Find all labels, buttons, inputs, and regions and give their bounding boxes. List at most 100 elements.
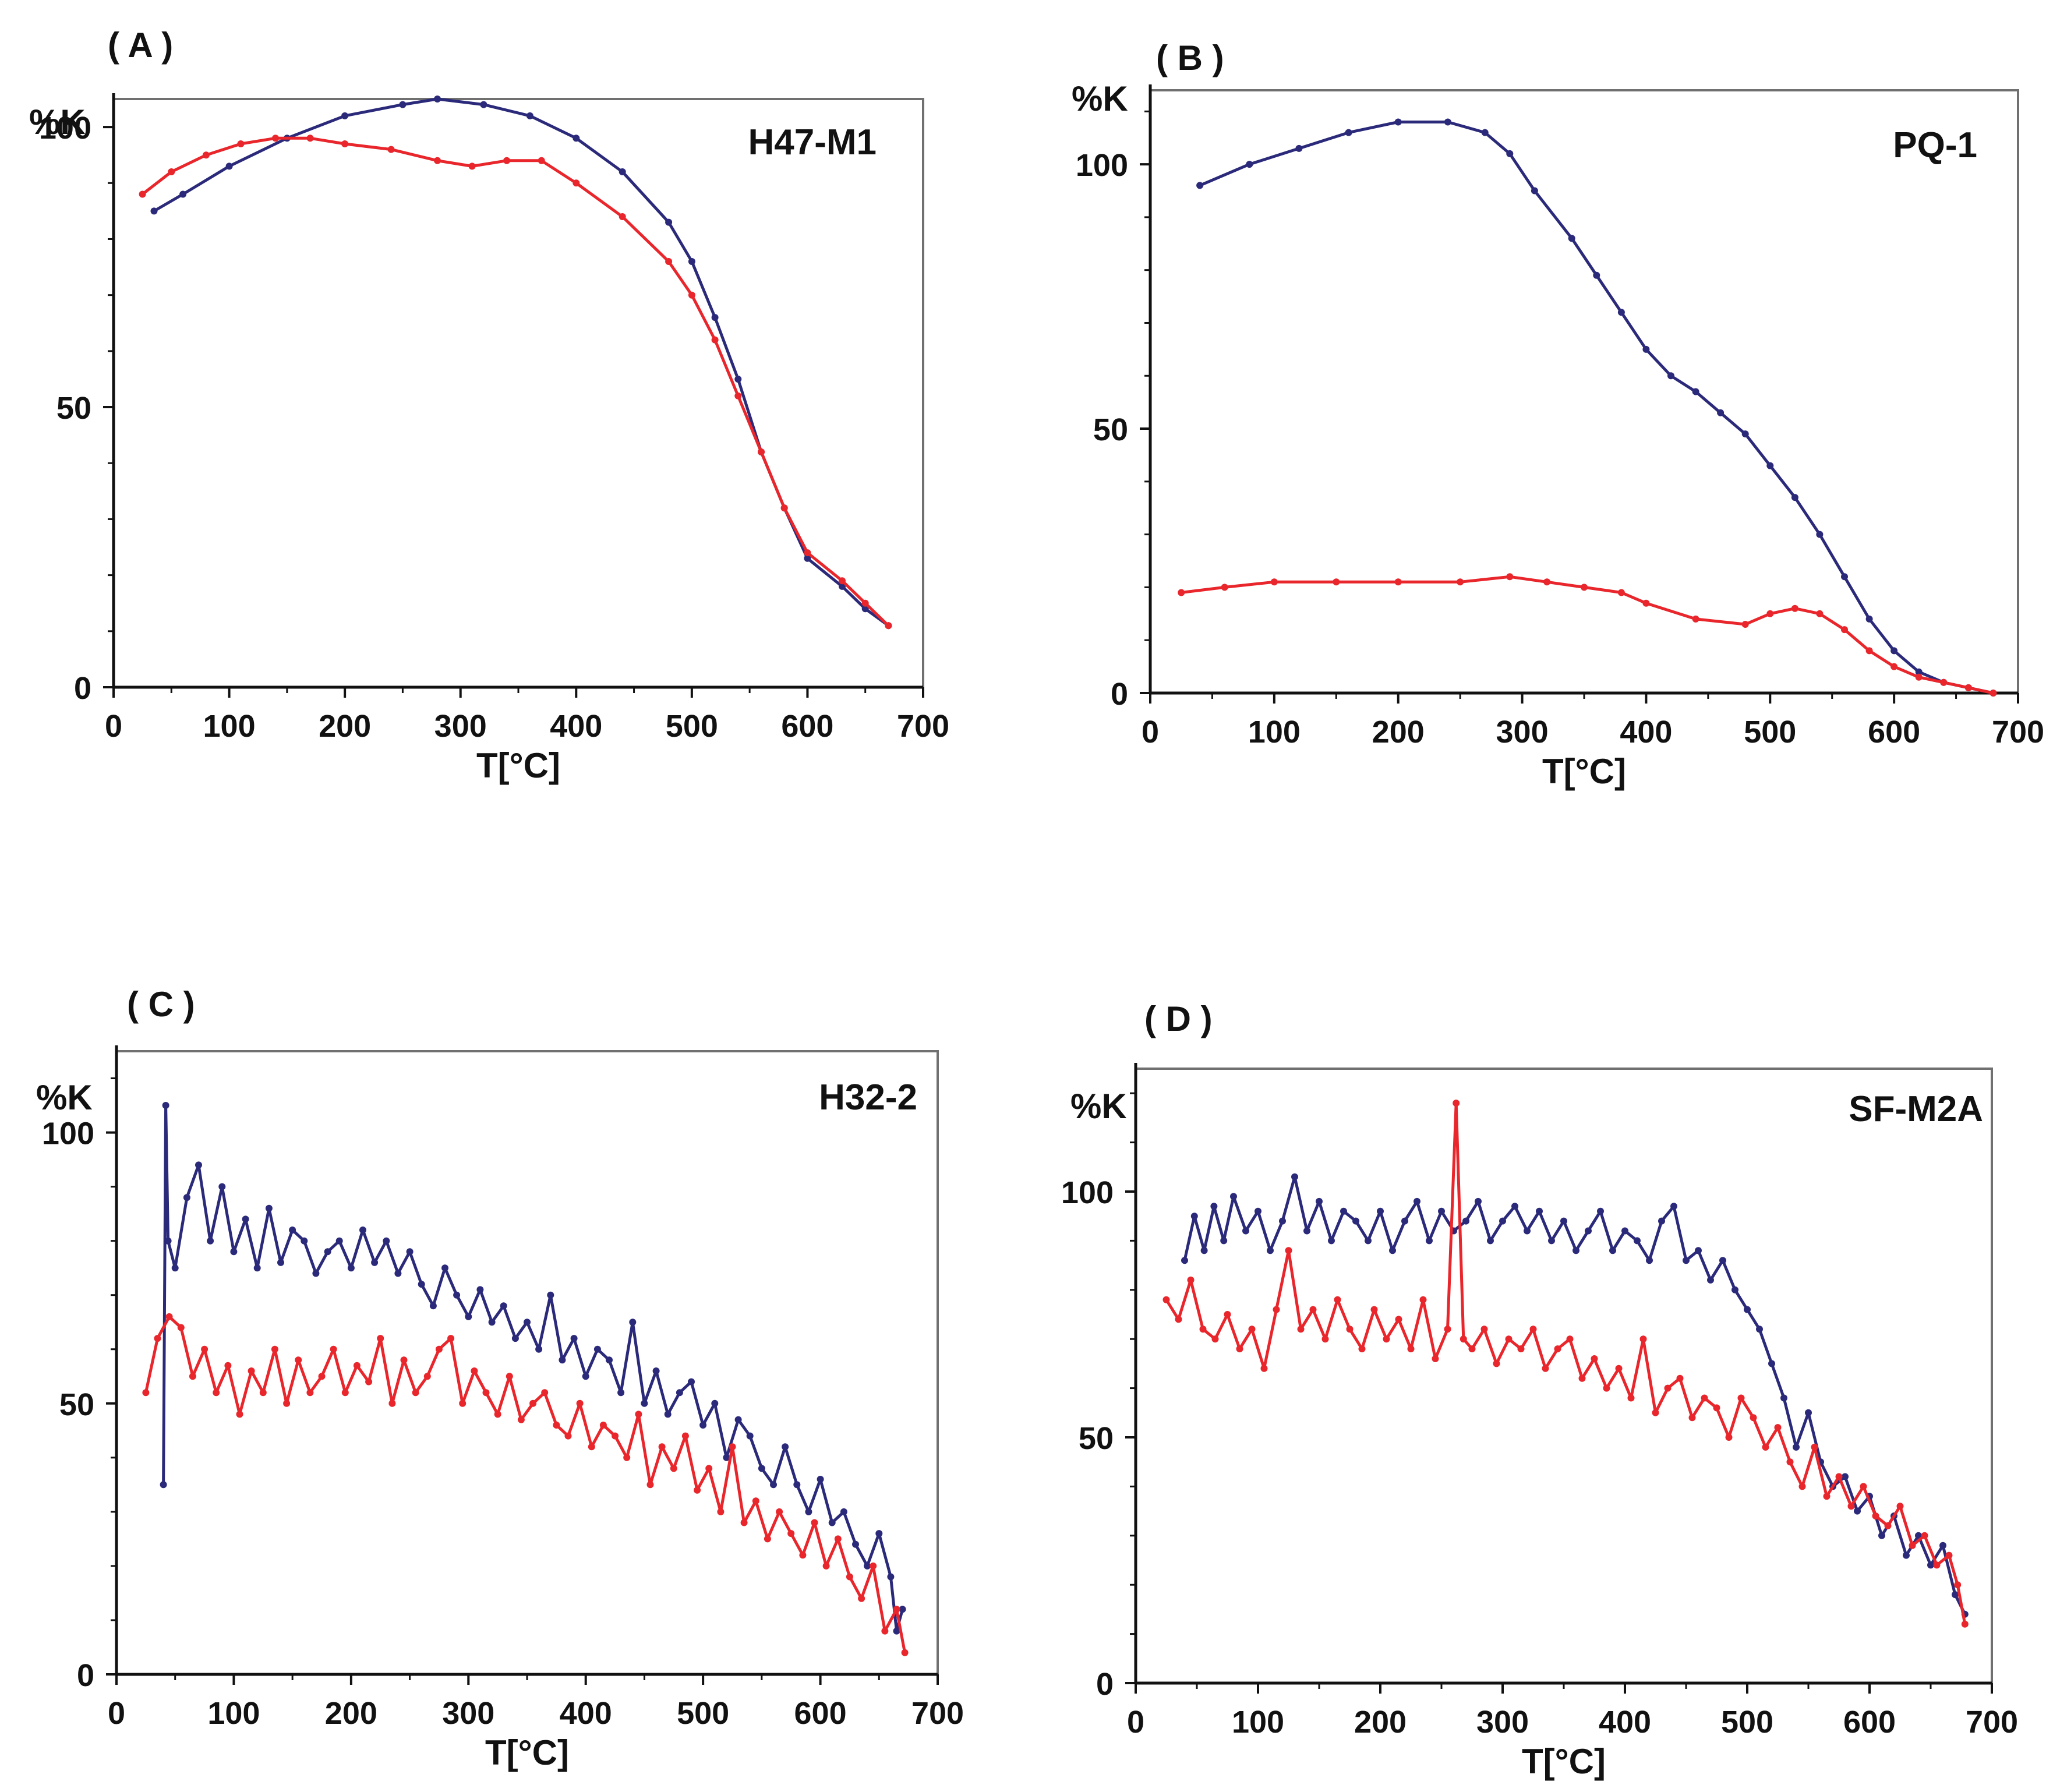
- data-point-a-blue: [711, 314, 719, 321]
- data-point-d-blue: [1683, 1257, 1690, 1264]
- data-point-d-blue: [1646, 1257, 1653, 1264]
- data-point-d-red: [1505, 1335, 1513, 1343]
- data-point-a-blue: [804, 554, 811, 562]
- data-point-d-red: [1639, 1335, 1647, 1343]
- data-point-d-blue: [1499, 1217, 1506, 1225]
- plot-frame-b: [1149, 89, 2019, 694]
- data-point-d-blue: [1524, 1227, 1531, 1235]
- data-point-c-red: [248, 1367, 255, 1374]
- x-tick-label-d: 600: [1843, 1705, 1896, 1740]
- data-point-b-red: [1890, 663, 1898, 670]
- data-point-a-red: [885, 622, 892, 630]
- data-point-a-blue: [734, 376, 742, 383]
- data-point-a-red: [237, 140, 245, 147]
- data-point-c-blue: [570, 1335, 578, 1342]
- panel-label-d: ( D ): [1144, 999, 1213, 1038]
- data-point-c-blue: [606, 1356, 613, 1364]
- data-point-a-blue: [480, 101, 487, 108]
- data-point-a-red: [839, 577, 846, 585]
- data-point-c-blue: [242, 1215, 249, 1223]
- data-point-d-blue: [1793, 1443, 1800, 1451]
- data-point-a-blue: [150, 207, 158, 215]
- data-point-c-blue: [347, 1264, 355, 1272]
- data-point-a-red: [387, 146, 395, 153]
- x-tick-label-a: 700: [897, 709, 949, 744]
- data-point-d-red: [1480, 1326, 1488, 1333]
- data-point-d-red: [1529, 1326, 1537, 1333]
- panel-label-c: ( C ): [127, 985, 195, 1024]
- data-point-d-blue: [1511, 1203, 1518, 1210]
- data-point-a-blue: [619, 168, 626, 175]
- data-point-c-blue: [734, 1416, 742, 1423]
- data-point-c-blue: [289, 1227, 296, 1233]
- data-point-c-red: [400, 1356, 408, 1364]
- x-axis-title-c: T[°C]: [485, 1733, 569, 1772]
- data-point-d-red: [1395, 1316, 1402, 1323]
- data-point-b-blue: [1667, 372, 1674, 380]
- data-point-c-blue: [793, 1481, 801, 1489]
- data-point-a-blue: [861, 605, 869, 613]
- y-axis-title-a: %K: [29, 102, 86, 142]
- data-point-b-blue: [1394, 118, 1402, 126]
- data-point-c-blue: [524, 1319, 531, 1326]
- data-point-b-red: [1766, 610, 1774, 617]
- data-point-a-blue: [526, 112, 533, 119]
- data-point-d-blue: [1719, 1257, 1726, 1264]
- data-point-c-blue: [805, 1508, 812, 1515]
- chart-panel-d: 0 100 200 300 400 500 600 700 0 50 100 ( D ) SF-M2A%…: [1061, 999, 2018, 1781]
- data-point-c-red: [341, 1389, 349, 1397]
- data-point-d-red: [1945, 1551, 1953, 1559]
- plot-frame-a: [112, 98, 924, 688]
- data-point-a-red: [804, 549, 811, 557]
- data-point-c-blue: [875, 1530, 883, 1537]
- data-point-d-red: [1419, 1296, 1427, 1303]
- data-point-d-blue: [1744, 1306, 1751, 1313]
- data-point-c-red: [623, 1454, 631, 1461]
- data-point-a-red: [780, 504, 788, 512]
- data-point-d-red: [1591, 1355, 1598, 1362]
- data-point-d-red: [1383, 1335, 1390, 1343]
- data-point-c-blue: [852, 1540, 859, 1548]
- data-point-d-red: [1750, 1414, 1757, 1422]
- data-point-b-red: [1642, 599, 1650, 607]
- data-point-b-red: [1841, 626, 1848, 634]
- data-point-a-red: [573, 179, 580, 187]
- data-point-d-blue: [1842, 1473, 1849, 1480]
- data-point-c-blue: [277, 1259, 284, 1266]
- data-point-c-red: [189, 1373, 196, 1380]
- series-line-c-red: [144, 1315, 907, 1653]
- y-axis-title-c: %K: [36, 1078, 93, 1117]
- data-point-b-blue: [1295, 144, 1303, 152]
- data-point-c-red: [201, 1345, 209, 1353]
- data-point-d-red: [1334, 1296, 1341, 1303]
- data-point-a-red: [139, 190, 146, 198]
- data-point-d-red: [1823, 1493, 1831, 1500]
- data-point-d-red: [1554, 1345, 1561, 1353]
- data-point-c-blue: [230, 1248, 238, 1256]
- data-point-d-red: [1432, 1355, 1439, 1362]
- data-point-d-red: [1774, 1424, 1782, 1432]
- data-point-c-red: [694, 1486, 701, 1494]
- data-point-d-red: [1664, 1384, 1672, 1392]
- data-point-a-blue: [179, 190, 187, 198]
- data-point-d-red: [1297, 1326, 1305, 1333]
- data-point-d-blue: [1181, 1257, 1188, 1264]
- data-point-b-blue: [1444, 118, 1451, 126]
- data-point-d-red: [1954, 1581, 1962, 1589]
- x-tick-label-c: 700: [911, 1696, 964, 1731]
- data-point-d-blue: [1365, 1237, 1372, 1245]
- data-point-d-red: [1285, 1247, 1292, 1254]
- series-line-a-red: [142, 136, 890, 627]
- sample-title-b: PQ-1: [1893, 125, 1977, 165]
- data-point-d-blue: [1634, 1237, 1641, 1245]
- data-point-c-blue: [301, 1237, 308, 1245]
- data-point-d-red: [1493, 1360, 1500, 1367]
- data-point-b-red: [1692, 615, 1699, 623]
- data-point-c-red: [799, 1551, 807, 1559]
- data-point-b-blue: [1692, 388, 1699, 395]
- data-point-c-blue: [887, 1573, 895, 1581]
- data-point-d-red: [1224, 1311, 1231, 1318]
- data-point-d-blue: [1316, 1197, 1323, 1205]
- data-point-c-blue: [593, 1345, 601, 1353]
- x-tick-label-a: 100: [203, 709, 256, 744]
